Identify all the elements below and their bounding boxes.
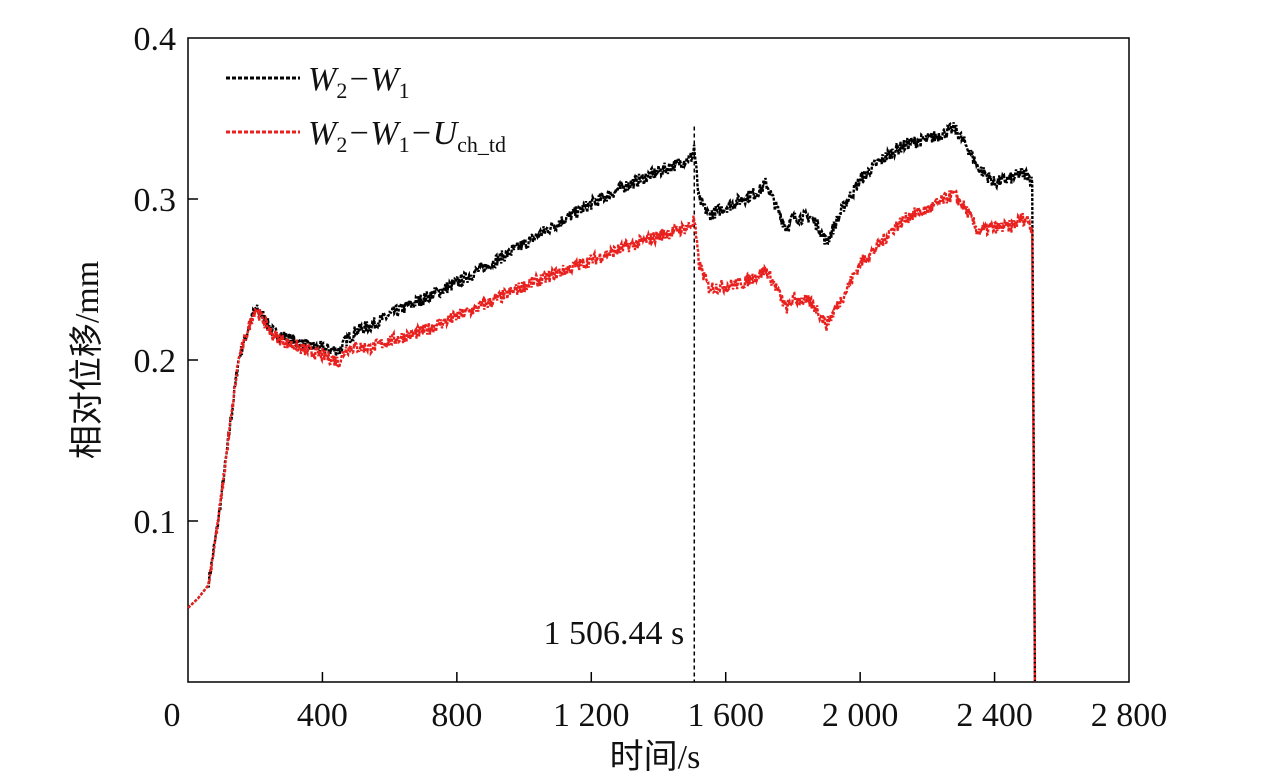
series-line-1 bbox=[187, 122, 1037, 683]
axis-ticks bbox=[188, 198, 996, 682]
legend-label: W2−W1 bbox=[308, 61, 410, 103]
y-axis-title: 相对位移/mm bbox=[68, 261, 106, 459]
x-tick-label: 800 bbox=[431, 697, 482, 734]
annotation-label: 1 506.44 s bbox=[544, 615, 685, 652]
y-tick-label: 0.4 bbox=[134, 21, 177, 58]
x-tick-label: 1 600 bbox=[687, 697, 764, 734]
x-tick-label: 2 800 bbox=[1091, 697, 1168, 734]
x-tick-label: 400 bbox=[297, 697, 348, 734]
x-tick-label: 1 200 bbox=[553, 697, 630, 734]
x-tick-label: 2 400 bbox=[956, 697, 1033, 734]
axis-tick-labels: 0 400 800 1 200 1 600 2 000 2 400 2 800 0.1 0.2 0.… bbox=[134, 21, 1168, 734]
legend: W2−W1 W2−W1−Uch_td bbox=[226, 61, 506, 157]
x-tick-label: 0 bbox=[164, 697, 181, 734]
series-line-2 bbox=[187, 187, 1037, 683]
y-tick-label: 0.3 bbox=[134, 182, 177, 219]
y-tick-label: 0.2 bbox=[134, 343, 177, 380]
legend-label: W2−W1−Uch_td bbox=[308, 115, 506, 157]
y-tick-label: 0.1 bbox=[134, 504, 177, 541]
series-layer bbox=[187, 122, 1037, 683]
x-axis-title: 时间/s bbox=[610, 739, 701, 776]
x-tick-label: 2 000 bbox=[822, 697, 899, 734]
annotation-layer: 1 506.44 s bbox=[544, 126, 696, 682]
